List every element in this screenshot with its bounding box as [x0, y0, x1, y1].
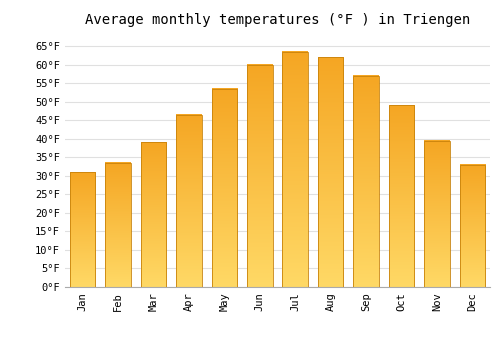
Bar — [247, 65, 272, 287]
Bar — [176, 115, 202, 287]
Bar — [141, 142, 167, 287]
Title: Average monthly temperatures (°F ) in Triengen: Average monthly temperatures (°F ) in Tr… — [85, 13, 470, 27]
Bar — [318, 57, 344, 287]
Bar — [424, 141, 450, 287]
Bar — [354, 76, 379, 287]
Bar — [70, 172, 96, 287]
Bar — [212, 89, 237, 287]
Bar — [106, 163, 131, 287]
Bar — [460, 165, 485, 287]
Bar — [388, 105, 414, 287]
Bar — [282, 52, 308, 287]
